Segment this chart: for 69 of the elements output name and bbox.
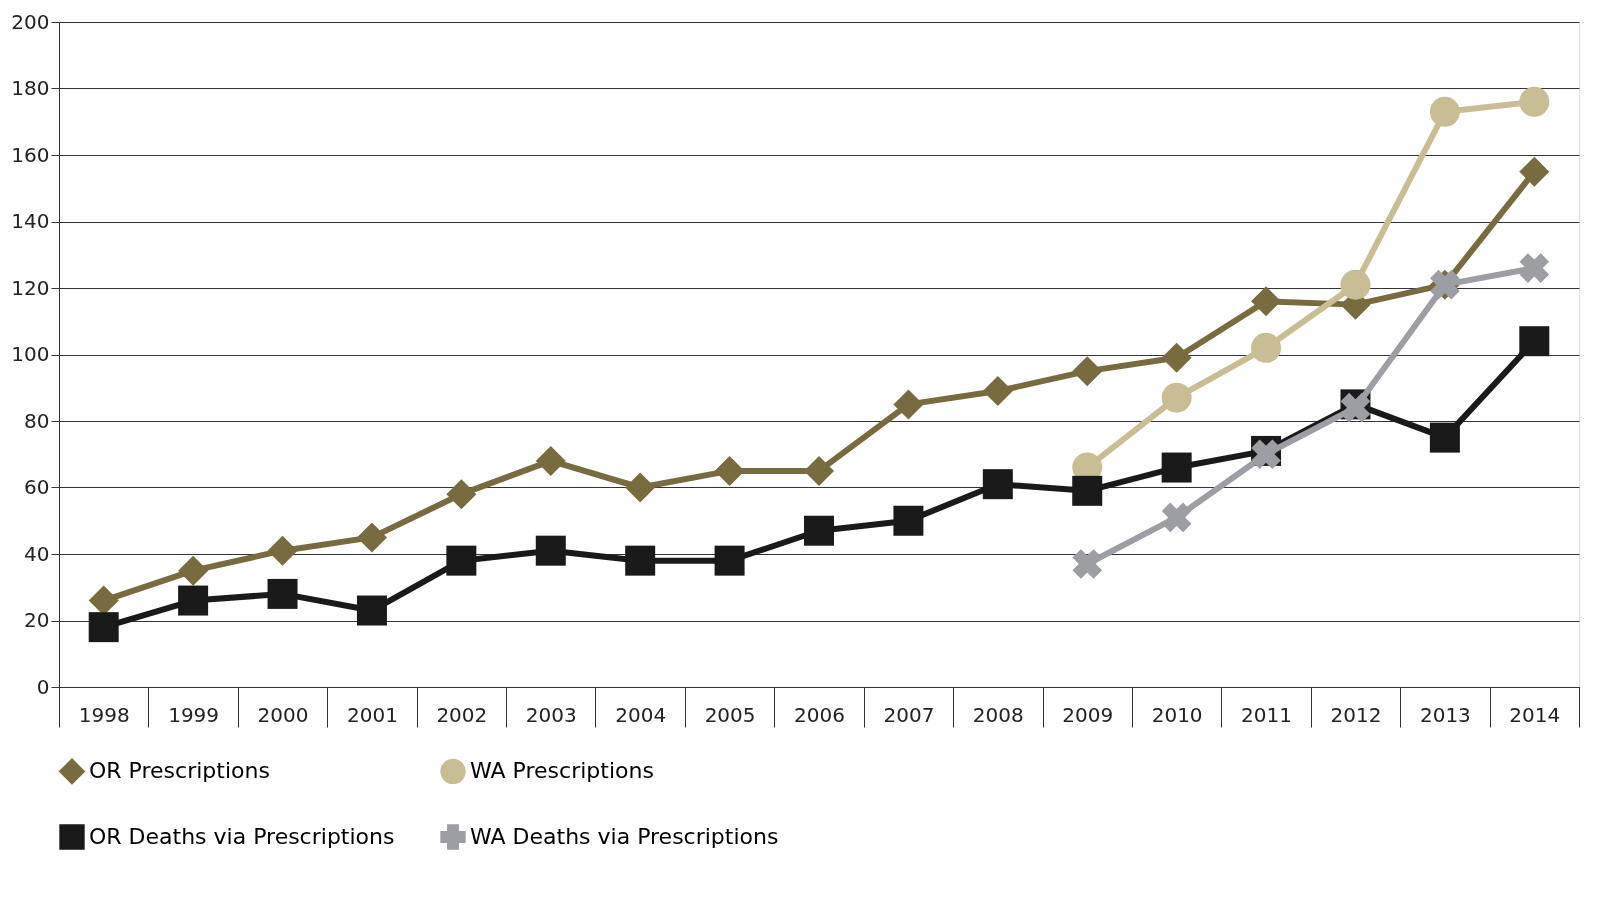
point	[893, 389, 924, 420]
point	[1519, 86, 1550, 117]
x-tick-label: 2012	[1330, 702, 1382, 727]
y-tick-label: 100	[11, 342, 50, 366]
point	[535, 445, 566, 476]
y-tick-label: 40	[24, 541, 50, 566]
point	[88, 612, 119, 643]
legend-label: WA Deaths via Prescriptions	[470, 824, 779, 849]
y-tick-label: 60	[24, 475, 50, 499]
point	[1072, 549, 1103, 579]
x-tick-label: 2002	[436, 702, 488, 727]
x-tick-label: 2006	[794, 702, 845, 727]
x-tick-label: 2005	[704, 702, 756, 727]
y-tick-label: 180	[11, 76, 50, 100]
x-tick-label: 2010	[1151, 702, 1203, 727]
point	[714, 455, 745, 486]
point	[446, 545, 477, 576]
y-tick-label: 20	[24, 608, 50, 632]
x-tick-label: 2013	[1419, 702, 1471, 727]
point	[1251, 286, 1282, 317]
legend-label: OR Prescriptions	[89, 758, 270, 784]
point	[356, 595, 387, 626]
legend-label: OR Deaths via Prescriptions	[89, 824, 395, 849]
point	[1519, 156, 1550, 187]
y-tick-label: 140	[11, 209, 50, 233]
x-tick-label: 1998	[78, 702, 130, 727]
x-tick-label: 2008	[972, 702, 1024, 727]
x-tick-label: 2014	[1509, 702, 1561, 727]
point	[1161, 382, 1192, 413]
point	[625, 472, 656, 503]
y-tick-label: 80	[24, 408, 50, 433]
x-tick-label: 2009	[1062, 702, 1114, 727]
point	[178, 555, 209, 586]
point	[714, 545, 745, 576]
y-tick-label: 120	[11, 275, 50, 300]
point	[1519, 253, 1550, 283]
point	[625, 545, 656, 576]
point	[267, 578, 298, 609]
point	[1072, 356, 1103, 387]
point	[982, 469, 1013, 500]
point	[1251, 332, 1282, 363]
point	[1429, 422, 1460, 453]
x-tick-label: 2004	[615, 702, 667, 727]
point	[535, 535, 566, 566]
x-tick-label: 2000	[257, 702, 309, 727]
point	[1340, 269, 1371, 300]
y-tick-label: 0	[36, 674, 50, 699]
point	[178, 585, 209, 616]
y-tick-label: 200	[11, 9, 50, 34]
point	[893, 505, 924, 536]
x-tick-label: 2011	[1241, 702, 1293, 727]
x-tick-label: 2007	[883, 702, 935, 727]
x-tick-label: 2003	[525, 702, 577, 727]
legend-label: WA Prescriptions	[470, 758, 654, 784]
point	[267, 535, 298, 566]
y-tick-label: 160	[11, 142, 50, 167]
point	[1161, 452, 1192, 483]
point	[1161, 342, 1192, 373]
point	[1161, 502, 1192, 533]
point	[982, 376, 1013, 407]
point	[446, 479, 477, 510]
x-tick-label: 1999	[168, 702, 220, 727]
point	[1072, 475, 1103, 506]
point	[1519, 326, 1550, 357]
x-tick-label: 2001	[346, 702, 398, 727]
point	[1429, 96, 1460, 127]
point	[356, 522, 387, 553]
point	[804, 515, 834, 546]
point	[804, 455, 834, 486]
